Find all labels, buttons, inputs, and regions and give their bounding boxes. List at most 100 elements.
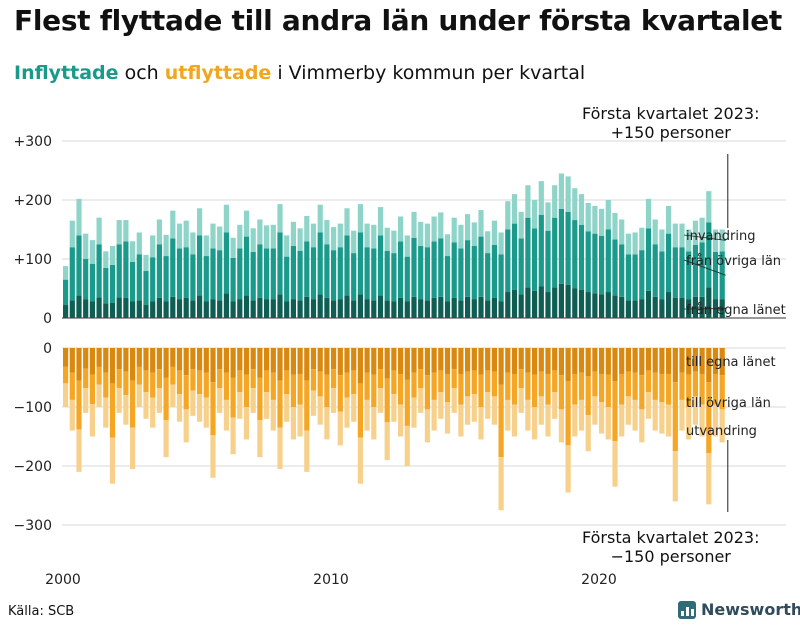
bar-in-other-county [89, 263, 95, 302]
bar-out-other-county [96, 366, 102, 385]
bar-in-other-county [585, 231, 591, 293]
bar-out-own-county [471, 348, 477, 371]
bar-out-emigration [558, 409, 564, 443]
bar-out-other-county [257, 377, 263, 420]
bar-in-other-county [163, 256, 169, 302]
bar-out-emigration [625, 396, 631, 425]
bar-out-own-county [719, 348, 725, 376]
bar-in-own-county [491, 297, 497, 318]
bar-out-emigration [478, 407, 484, 440]
bar-out-own-county [679, 348, 685, 373]
bar-in-own-county [63, 305, 69, 318]
y-tick-label-top: +300 [14, 134, 52, 150]
bar-out-emigration [418, 388, 424, 413]
bar-out-own-county [223, 348, 229, 373]
bar-out-emigration [498, 457, 504, 511]
legend-leader-top [683, 259, 726, 276]
bar-out-emigration [170, 384, 176, 407]
bar-in-own-county [384, 300, 390, 318]
bar-in-immigration [217, 226, 223, 251]
bar-in-own-county [230, 301, 236, 318]
bar-out-own-county [552, 348, 558, 371]
bar-in-own-county [605, 292, 611, 318]
bar-in-immigration [203, 235, 209, 257]
bar-in-immigration [344, 208, 350, 236]
bar-in-immigration [619, 219, 625, 245]
bar-out-other-county [377, 369, 384, 389]
bar-out-own-county [210, 348, 216, 383]
bar-in-immigration [605, 200, 611, 230]
bar-in-immigration [525, 185, 531, 218]
bar-out-other-county [344, 372, 350, 398]
bar-in-other-county [511, 223, 518, 290]
bar-in-immigration [304, 215, 310, 242]
bar-in-immigration [371, 224, 377, 249]
bar-out-other-county [136, 366, 142, 385]
bar-in-own-county [585, 292, 591, 318]
bar-out-other-county [337, 375, 343, 412]
bar-in-immigration [699, 217, 705, 243]
bar-out-other-county [679, 372, 685, 400]
bar-in-other-county [605, 229, 611, 293]
bar-out-emigration [465, 396, 471, 425]
bar-in-immigration [652, 219, 658, 245]
bar-out-other-county [176, 370, 183, 395]
bar-out-other-county [599, 373, 605, 403]
bar-out-own-county [538, 348, 544, 372]
bar-out-own-county [337, 348, 343, 376]
x-tick-label: 2020 [581, 572, 617, 588]
bar-in-immigration [384, 227, 390, 251]
bar-in-own-county [183, 297, 189, 318]
bar-out-own-county [605, 348, 611, 375]
bar-in-immigration [679, 223, 685, 248]
bar-in-immigration [418, 221, 424, 247]
bar-out-other-county [511, 373, 518, 405]
bar-in-other-county [371, 248, 377, 301]
bar-in-other-county [418, 246, 424, 300]
bar-in-immigration [190, 232, 196, 255]
bar-in-immigration [243, 210, 250, 237]
bar-in-own-county [277, 294, 283, 318]
bar-out-own-county [83, 348, 89, 369]
bar-out-own-county [545, 348, 551, 374]
bar-in-immigration [223, 204, 229, 233]
subtitle-och: och [118, 62, 165, 84]
bar-out-own-county [659, 348, 665, 374]
bar-in-immigration [572, 188, 578, 221]
bar-in-other-county [257, 244, 263, 298]
bar-out-emigration [317, 396, 323, 425]
bar-in-other-county [351, 253, 357, 301]
bar-in-other-county [532, 228, 538, 291]
bar-in-own-county [297, 300, 303, 318]
bar-in-immigration [237, 224, 243, 249]
bar-in-immigration [331, 227, 337, 251]
bar-in-other-county [565, 211, 571, 285]
bar-out-emigration [485, 392, 491, 419]
bar-in-immigration [264, 225, 270, 249]
bar-out-own-county [344, 348, 350, 373]
bar-in-immigration [277, 204, 283, 233]
bar-in-immigration [163, 234, 169, 257]
bar-in-other-county [176, 248, 183, 300]
bar-out-own-county [438, 348, 444, 371]
bar-in-other-county [444, 256, 451, 302]
bar-out-own-county [558, 348, 564, 376]
bar-out-emigration [632, 399, 638, 431]
bar-out-emigration [217, 388, 223, 413]
bar-in-immigration [411, 211, 417, 238]
bar-in-own-county [639, 299, 645, 318]
bar-out-emigration [511, 404, 518, 437]
bar-in-other-county [344, 235, 350, 296]
bar-out-own-county [123, 348, 129, 372]
bar-out-other-county [418, 369, 424, 389]
bar-out-emigration [183, 409, 189, 443]
bar-in-immigration [130, 241, 136, 262]
subtitle-rest: i Vimmerby kommun per kvartal [271, 62, 586, 84]
bar-out-emigration [592, 396, 598, 425]
bar-in-own-county [485, 300, 491, 318]
bar-in-other-county [411, 237, 417, 297]
bar-in-other-county [505, 229, 511, 293]
axis-labels: +300 +200 +100 0 0 −100 −200 −300 2000 2010 2020 [14, 134, 729, 588]
bar-in-immigration [69, 220, 75, 248]
bar-in-immigration [290, 221, 296, 247]
